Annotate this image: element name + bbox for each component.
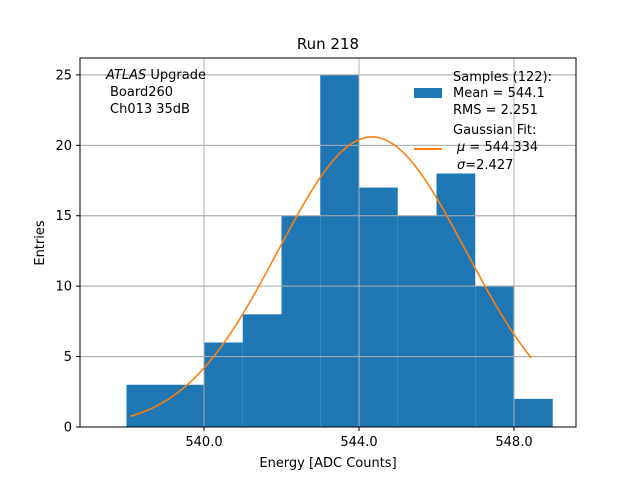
histogram-bar: [281, 215, 321, 427]
x-tick-label: 548.0: [495, 435, 532, 450]
annotation-line-3: Ch013 35dB: [110, 102, 190, 117]
legend-sigma-value: =2.427: [465, 158, 513, 173]
x-tick-label: 544.0: [340, 435, 377, 450]
x-tick-label: 540.0: [185, 435, 222, 450]
y-tick-label: 10: [55, 280, 72, 295]
y-tick-label: 15: [55, 209, 72, 224]
histogram-bar: [242, 314, 282, 427]
y-tick-label: 25: [55, 68, 72, 83]
histogram-bar: [436, 173, 476, 427]
y-tick-label: 0: [64, 421, 72, 436]
legend-samples-line-3: RMS = 2.251: [453, 103, 538, 118]
legend-mu-value: = 544.334: [465, 140, 538, 155]
y-axis-label: Entries: [33, 220, 48, 266]
histogram-bar: [126, 384, 204, 427]
gaussian-fit-curve: [130, 136, 533, 418]
histogram-bar: [397, 215, 437, 427]
annotation-line-1: ATLAS Upgrade: [105, 68, 206, 83]
histogram-bar: [514, 398, 553, 427]
y-axis-ticks: 0 5 10 15 20 25: [55, 68, 80, 436]
legend-fit-line-1: Gaussian Fit:: [453, 123, 536, 138]
x-axis-label: Energy [ADC Counts]: [259, 456, 396, 471]
chart-title: Run 218: [297, 35, 359, 53]
plot-frame: [79, 57, 577, 428]
legend-bar-swatch: [414, 88, 442, 98]
x-axis-ticks: 540.0 544.0 548.0: [185, 427, 533, 450]
legend-fit-line-3: σ=2.427: [457, 158, 513, 173]
atlas-annotation: ATLAS Upgrade Board260 Ch013 35dB: [105, 68, 206, 117]
histogram-bar: [359, 187, 398, 427]
legend-fit-line-2: μ = 544.334: [456, 140, 538, 155]
legend-samples-line-1: Samples (122):: [453, 70, 552, 85]
y-tick-label: 20: [55, 139, 72, 154]
histogram-bar: [204, 342, 243, 427]
histogram-bars: [126, 74, 553, 428]
legend: Samples (122): Mean = 544.1 RMS = 2.251 …: [414, 70, 552, 173]
y-tick-label: 5: [64, 350, 72, 365]
annotation-atlas: ATLAS: [105, 68, 146, 83]
legend-samples-line-2: Mean = 544.1: [453, 86, 545, 101]
annotation-upgrade: Upgrade: [146, 68, 206, 83]
legend-mu-symbol: μ: [456, 140, 465, 155]
histogram-bar: [320, 74, 359, 428]
legend-sigma-symbol: σ: [457, 158, 466, 173]
annotation-line-2: Board260: [110, 85, 173, 100]
